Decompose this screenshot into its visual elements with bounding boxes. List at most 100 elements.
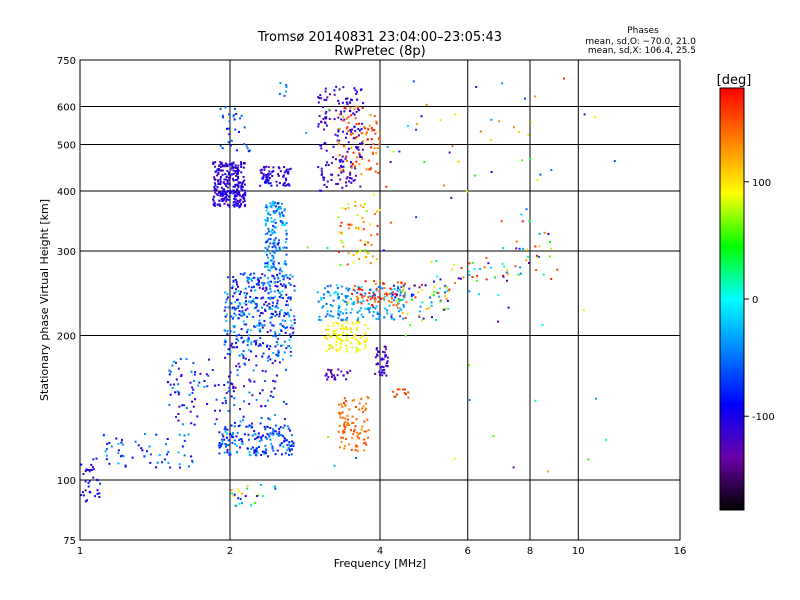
data-point bbox=[485, 256, 488, 259]
data-point bbox=[270, 390, 273, 393]
data-point bbox=[278, 291, 281, 293]
data-point bbox=[349, 110, 352, 113]
data-point bbox=[261, 324, 263, 327]
data-point bbox=[339, 264, 342, 266]
data-point bbox=[319, 94, 322, 97]
data-point bbox=[230, 395, 233, 398]
data-point bbox=[339, 413, 341, 416]
data-point bbox=[332, 322, 335, 325]
data-point bbox=[94, 495, 96, 498]
data-point bbox=[269, 432, 272, 435]
data-point bbox=[376, 311, 379, 314]
data-point bbox=[346, 336, 348, 339]
data-point bbox=[339, 239, 342, 242]
data-point bbox=[289, 336, 292, 338]
data-point bbox=[285, 169, 288, 172]
data-point bbox=[340, 370, 343, 373]
data-point bbox=[345, 177, 348, 180]
data-point bbox=[264, 452, 267, 455]
data-point bbox=[279, 215, 282, 218]
x-tick-label: 4 bbox=[377, 546, 383, 557]
data-point bbox=[521, 220, 524, 223]
data-point bbox=[227, 171, 230, 174]
data-point bbox=[219, 163, 222, 166]
data-point bbox=[247, 433, 250, 436]
data-point bbox=[285, 253, 288, 256]
data-point bbox=[550, 278, 553, 280]
data-point bbox=[256, 309, 259, 312]
data-point bbox=[260, 454, 263, 456]
data-point bbox=[335, 109, 338, 112]
data-point bbox=[223, 438, 226, 441]
data-point bbox=[346, 303, 348, 306]
data-point bbox=[80, 463, 83, 466]
data-point bbox=[322, 106, 324, 108]
data-point bbox=[120, 441, 123, 444]
data-point bbox=[369, 114, 372, 117]
data-point bbox=[229, 190, 232, 193]
data-point bbox=[271, 362, 274, 365]
data-point bbox=[286, 303, 289, 306]
data-point bbox=[260, 416, 263, 419]
data-point bbox=[337, 309, 340, 312]
data-point bbox=[234, 170, 237, 172]
plot-frame bbox=[79, 59, 681, 541]
data-point bbox=[272, 275, 275, 278]
data-point bbox=[242, 181, 244, 184]
data-point bbox=[237, 362, 240, 365]
data-point bbox=[262, 296, 265, 299]
data-point bbox=[357, 340, 360, 343]
data-point bbox=[357, 226, 360, 229]
data-point bbox=[238, 131, 240, 133]
data-point bbox=[250, 425, 253, 428]
data-point bbox=[322, 176, 324, 179]
data-point bbox=[239, 424, 242, 427]
data-point bbox=[236, 189, 239, 192]
data-point bbox=[356, 319, 359, 322]
data-point bbox=[353, 179, 356, 182]
data-point bbox=[468, 270, 471, 273]
data-point bbox=[384, 355, 387, 357]
data-point bbox=[320, 170, 323, 173]
data-point bbox=[277, 202, 280, 204]
data-point bbox=[229, 371, 232, 374]
data-point bbox=[259, 184, 262, 187]
data-point bbox=[430, 304, 433, 307]
data-point bbox=[244, 309, 247, 312]
data-point bbox=[344, 404, 347, 407]
data-point bbox=[235, 341, 237, 344]
data-point bbox=[357, 146, 360, 149]
data-point bbox=[232, 172, 235, 175]
data-point bbox=[236, 173, 239, 175]
data-point bbox=[345, 287, 348, 290]
data-point bbox=[442, 308, 445, 311]
data-point bbox=[216, 174, 219, 177]
data-point bbox=[369, 306, 371, 309]
data-point bbox=[323, 128, 326, 131]
data-point bbox=[278, 361, 281, 364]
data-point bbox=[285, 439, 288, 442]
data-point bbox=[363, 125, 366, 128]
data-point bbox=[279, 296, 282, 299]
data-point bbox=[258, 445, 260, 448]
data-point bbox=[259, 422, 262, 425]
data-point bbox=[371, 304, 374, 307]
data-point bbox=[375, 317, 378, 320]
data-point bbox=[359, 156, 362, 158]
y-axis-label: Stationary phase Virtual Height [km] bbox=[38, 199, 51, 401]
data-point bbox=[106, 442, 109, 445]
data-point bbox=[226, 352, 229, 355]
data-point bbox=[353, 399, 355, 402]
data-point bbox=[84, 489, 87, 492]
data-point bbox=[264, 448, 267, 451]
data-point bbox=[386, 146, 389, 148]
data-point bbox=[340, 233, 343, 235]
y-tick-label: 300 bbox=[57, 247, 76, 258]
data-point bbox=[226, 451, 229, 454]
data-point bbox=[272, 242, 275, 245]
data-point bbox=[375, 289, 378, 292]
data-point bbox=[266, 281, 269, 284]
data-point bbox=[266, 249, 269, 252]
data-point bbox=[284, 177, 287, 180]
y-tick-label: 750 bbox=[57, 56, 76, 67]
